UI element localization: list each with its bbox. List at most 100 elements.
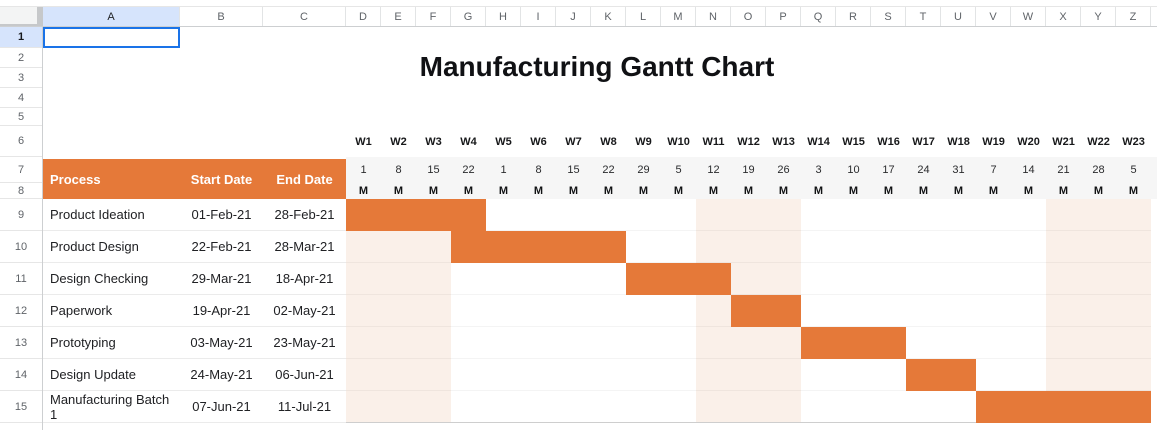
- column-header-G[interactable]: G: [451, 7, 486, 26]
- column-header-Z[interactable]: Z: [1116, 7, 1151, 26]
- week-label-W1[interactable]: W1: [355, 135, 372, 148]
- row-header-10[interactable]: 10: [0, 231, 42, 263]
- task-start-cell[interactable]: 01-Feb-21: [191, 207, 252, 222]
- task-start-cell[interactable]: 29-Mar-21: [191, 271, 252, 286]
- column-header-X[interactable]: X: [1046, 7, 1081, 26]
- column-header-Q[interactable]: Q: [801, 7, 836, 26]
- task-end-cell[interactable]: 28-Mar-21: [274, 239, 335, 254]
- week-label-W9[interactable]: W9: [635, 135, 652, 148]
- column-header-A[interactable]: A: [43, 7, 180, 26]
- column-header-E[interactable]: E: [381, 7, 416, 26]
- chart-title[interactable]: Manufacturing Gantt Chart: [419, 51, 775, 82]
- week-start-date-10[interactable]: 5: [675, 164, 682, 176]
- week-label-W15[interactable]: W15: [842, 135, 865, 148]
- task-end-cell[interactable]: 28-Feb-21: [274, 207, 335, 222]
- column-header-C[interactable]: C: [263, 7, 346, 26]
- column-header-N[interactable]: N: [696, 7, 731, 26]
- column-header-H[interactable]: H: [486, 7, 521, 26]
- task-name-cell[interactable]: Paperwork: [50, 303, 113, 318]
- task-start-cell[interactable]: 03-May-21: [190, 335, 253, 350]
- week-start-date-12[interactable]: 19: [742, 164, 755, 176]
- start-date-header-cell[interactable]: Start Date: [190, 171, 253, 187]
- column-header-I[interactable]: I: [521, 7, 556, 26]
- row-header-4[interactable]: 4: [0, 88, 42, 108]
- week-start-date-20[interactable]: 14: [1022, 164, 1035, 176]
- column-header-O[interactable]: O: [731, 7, 766, 26]
- task-end-cell[interactable]: 11-Jul-21: [277, 399, 332, 414]
- task-start-cell[interactable]: 19-Apr-21: [192, 303, 251, 318]
- column-header-W[interactable]: W: [1011, 7, 1046, 26]
- week-label-W19[interactable]: W19: [982, 135, 1005, 148]
- column-header-P[interactable]: P: [766, 7, 801, 26]
- column-header-U[interactable]: U: [941, 7, 976, 26]
- week-label-W6[interactable]: W6: [530, 135, 547, 148]
- row-header-7[interactable]: 7: [0, 157, 42, 183]
- row-header-12[interactable]: 12: [0, 295, 42, 327]
- column-header-L[interactable]: L: [626, 7, 661, 26]
- weekday-cell-23[interactable]: M: [1128, 185, 1139, 197]
- column-header-D[interactable]: D: [346, 7, 381, 26]
- weekday-cell-10[interactable]: M: [673, 185, 684, 197]
- week-label-W5[interactable]: W5: [495, 135, 512, 148]
- week-start-date-15[interactable]: 10: [847, 164, 860, 176]
- row-header-6[interactable]: 6: [0, 126, 42, 157]
- week-label-W7[interactable]: W7: [565, 135, 582, 148]
- gantt-bar-design-checking[interactable]: [626, 263, 731, 295]
- week-label-W20[interactable]: W20: [1017, 135, 1040, 148]
- week-start-date-8[interactable]: 22: [602, 164, 615, 176]
- column-header-J[interactable]: J: [556, 7, 591, 26]
- week-start-date-18[interactable]: 31: [952, 164, 965, 176]
- week-label-W16[interactable]: W16: [877, 135, 900, 148]
- gantt-bar-design-update[interactable]: [906, 359, 976, 391]
- week-start-date-1[interactable]: 1: [360, 164, 367, 176]
- weekday-cell-8[interactable]: M: [603, 185, 614, 197]
- weekday-cell-16[interactable]: M: [883, 185, 894, 197]
- week-start-date-2[interactable]: 8: [395, 164, 402, 176]
- weekday-cell-15[interactable]: M: [848, 185, 859, 197]
- weekday-cell-9[interactable]: M: [638, 185, 649, 197]
- row-header-13[interactable]: 13: [0, 327, 42, 359]
- week-start-date-4[interactable]: 22: [462, 164, 475, 176]
- row-header-1[interactable]: 1: [0, 27, 42, 48]
- column-header-S[interactable]: S: [871, 7, 906, 26]
- row-header-2[interactable]: 2: [0, 48, 42, 68]
- task-end-cell[interactable]: 06-Jun-21: [275, 367, 334, 382]
- week-start-date-3[interactable]: 15: [427, 164, 440, 176]
- column-header-V[interactable]: V: [976, 7, 1011, 26]
- week-label-W3[interactable]: W3: [425, 135, 442, 148]
- week-label-W14[interactable]: W14: [807, 135, 830, 148]
- task-name-cell[interactable]: Design Checking: [50, 271, 149, 286]
- gantt-bar-product-design[interactable]: [451, 231, 626, 263]
- weekday-cell-17[interactable]: M: [918, 185, 929, 197]
- week-start-date-21[interactable]: 21: [1057, 164, 1070, 176]
- row-header-9[interactable]: 9: [0, 199, 42, 231]
- task-name-cell[interactable]: Design Update: [50, 367, 136, 382]
- task-name-cell[interactable]: Product Ideation: [50, 207, 145, 222]
- week-label-W8[interactable]: W8: [600, 135, 617, 148]
- task-end-cell[interactable]: 02-May-21: [273, 303, 336, 318]
- row-header-15[interactable]: 15: [0, 391, 42, 423]
- weekday-cell-2[interactable]: M: [393, 185, 404, 197]
- week-start-date-17[interactable]: 24: [917, 164, 930, 176]
- weekday-cell-14[interactable]: M: [813, 185, 824, 197]
- weekday-cell-18[interactable]: M: [953, 185, 964, 197]
- week-label-W11[interactable]: W11: [702, 135, 725, 148]
- row-header-8[interactable]: 8: [0, 183, 42, 199]
- week-label-W12[interactable]: W12: [737, 135, 760, 148]
- weekday-cell-3[interactable]: M: [428, 185, 439, 197]
- process-header-cell[interactable]: Process: [50, 171, 101, 187]
- weekday-cell-5[interactable]: M: [498, 185, 509, 197]
- week-start-date-14[interactable]: 3: [815, 164, 822, 176]
- gantt-bar-paperwork[interactable]: [731, 295, 801, 327]
- gantt-bar-prototyping[interactable]: [801, 327, 906, 359]
- row-header-5[interactable]: 5: [0, 108, 42, 126]
- week-label-W21[interactable]: W21: [1052, 135, 1075, 148]
- gantt-bar-manufacturing-batch-1[interactable]: [976, 391, 1151, 423]
- week-start-date-13[interactable]: 26: [777, 164, 790, 176]
- week-label-W17[interactable]: W17: [912, 135, 935, 148]
- task-start-cell[interactable]: 22-Feb-21: [191, 239, 252, 254]
- column-header-M[interactable]: M: [661, 7, 696, 26]
- row-header-11[interactable]: 11: [0, 263, 42, 295]
- week-label-W13[interactable]: W13: [772, 135, 795, 148]
- week-start-date-9[interactable]: 29: [637, 164, 650, 176]
